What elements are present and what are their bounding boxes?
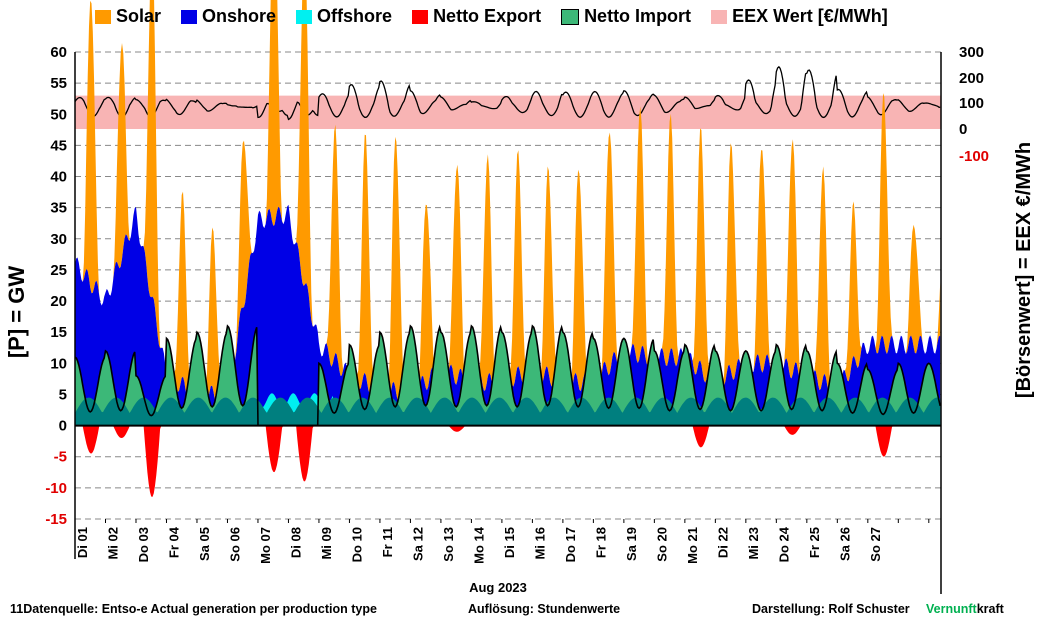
y-tick-label-left: -10 [45,480,67,497]
y-tick-label-left: 50 [50,106,67,123]
x-tick-label: So 13 [441,527,456,562]
y-tick-label-left: 55 [50,75,67,92]
eex-price-band [74,65,941,129]
legend-swatch [181,9,198,24]
y-tick-label-left: 20 [50,293,67,310]
x-tick-label: Do 17 [563,527,578,562]
y-tick-label-right: 300 [959,44,984,61]
x-month-label: Aug 2023 [469,580,527,595]
legend-label: Onshore [202,6,277,26]
legend-label: Netto Import [584,6,692,26]
x-tick-label: Mi 23 [746,527,761,560]
legend-label: EEX Wert [€/MWh] [732,6,888,26]
y-tick-label-left: 45 [50,137,67,154]
y-tick-label-left: 40 [50,169,67,186]
y-tick-label-left: 5 [59,386,67,403]
x-tick-label: So 27 [868,527,883,562]
footer-source: 11Datenquelle: Entso-e Actual generation… [10,602,377,616]
base-teal-area [75,397,941,426]
x-tick-label: Fr 25 [807,527,822,558]
solar-area [75,0,941,404]
x-tick-label: Sa 19 [624,527,639,561]
y-tick-label-left: 0 [59,418,67,435]
netto-import-outline [74,324,941,427]
y-axis-title-left: [P] = GW [4,266,29,359]
brand-kraft: kraft [976,602,1004,616]
x-tick-label: Mo 07 [258,527,273,564]
x-tick-label: Di 01 [75,527,90,558]
y-tick-label-right: 100 [959,95,984,112]
y-tick-label-left: -15 [45,511,67,528]
x-tick-label: Mi 02 [105,527,120,560]
legend-item-netto-import: Netto Import [561,6,691,27]
legend-swatch [561,8,580,25]
y-axis-title-right: [Börsenwert] = EEX €/MWh [1013,142,1035,398]
chart-axes [74,52,942,594]
x-tick-label: Fr 04 [166,526,181,558]
x-tick-label: Di 08 [288,527,303,558]
x-tick-label: Do 10 [349,527,364,562]
generation-areas [74,0,941,497]
y-tick-label-left: 30 [50,231,67,248]
x-tick-label: Di 22 [715,527,730,558]
legend-swatch [296,9,313,24]
x-tick-label: Sa 26 [837,527,852,561]
tick-labels: -15 -10 -5 0 5 10 15 20 25 30 35 40 45 50 55 60 300 200 10… [4,44,1035,595]
footer-resolution: Auflösung: Stundenwerte [468,602,621,616]
legend-item-onshore: Onshore [181,6,276,27]
y-tick-label-right: 200 [959,70,984,87]
brand-vernunft: Vernunft [926,602,977,616]
x-tick-label: So 20 [654,527,669,562]
netto-export-area [75,425,941,497]
legend-swatch [412,9,429,24]
legend-swatch [711,9,728,24]
onshore-area [75,204,941,426]
x-tick-label: Mo 21 [685,527,700,564]
legend-item-offshore: Offshore [296,6,392,27]
x-tick-label: Fr 11 [380,527,395,557]
x-tick-label: Do 24 [776,526,791,562]
x-tick-label: So 06 [227,527,242,562]
legend-swatch [95,9,111,24]
x-tick-label: Mi 09 [319,527,334,560]
legend-label: Offshore [317,6,393,26]
y-tick-label-left: 60 [50,44,67,61]
x-tick-label: Fr 18 [593,527,608,558]
y-tick-label-right: -100 [959,148,989,165]
y-tick-label-right: 0 [959,121,967,138]
legend-label: Solar [116,6,162,26]
x-tick-label: Mo 14 [471,526,486,564]
legend: Solar Onshore Offshore Netto Export Nett… [95,6,908,27]
footer-author: Darstellung: Rolf Schuster [752,602,910,616]
netto-import-area [75,326,941,426]
legend-item-solar: Solar [95,6,161,27]
y-tick-label-left: 25 [50,262,67,279]
y-tick-label-left: -5 [54,449,67,466]
x-tick-label: Sa 05 [197,527,212,561]
x-tick-label: Di 15 [502,527,517,558]
eex-price-line [74,65,941,121]
legend-label: Netto Export [433,6,542,26]
legend-item-netto-export: Netto Export [412,6,541,27]
y-tick-label-left: 15 [50,324,67,341]
y-tick-label-left: 10 [50,355,67,372]
x-tick-label: Do 03 [136,527,151,562]
legend-item-eex: EEX Wert [€/MWh] [711,6,888,27]
y-tick-label-left: 35 [50,200,67,217]
x-tick-label: Sa 12 [410,527,425,561]
footer-brand: Vernunftkraft [926,602,1004,616]
eex-band [75,95,941,129]
x-tick-label: Mi 16 [532,527,547,560]
